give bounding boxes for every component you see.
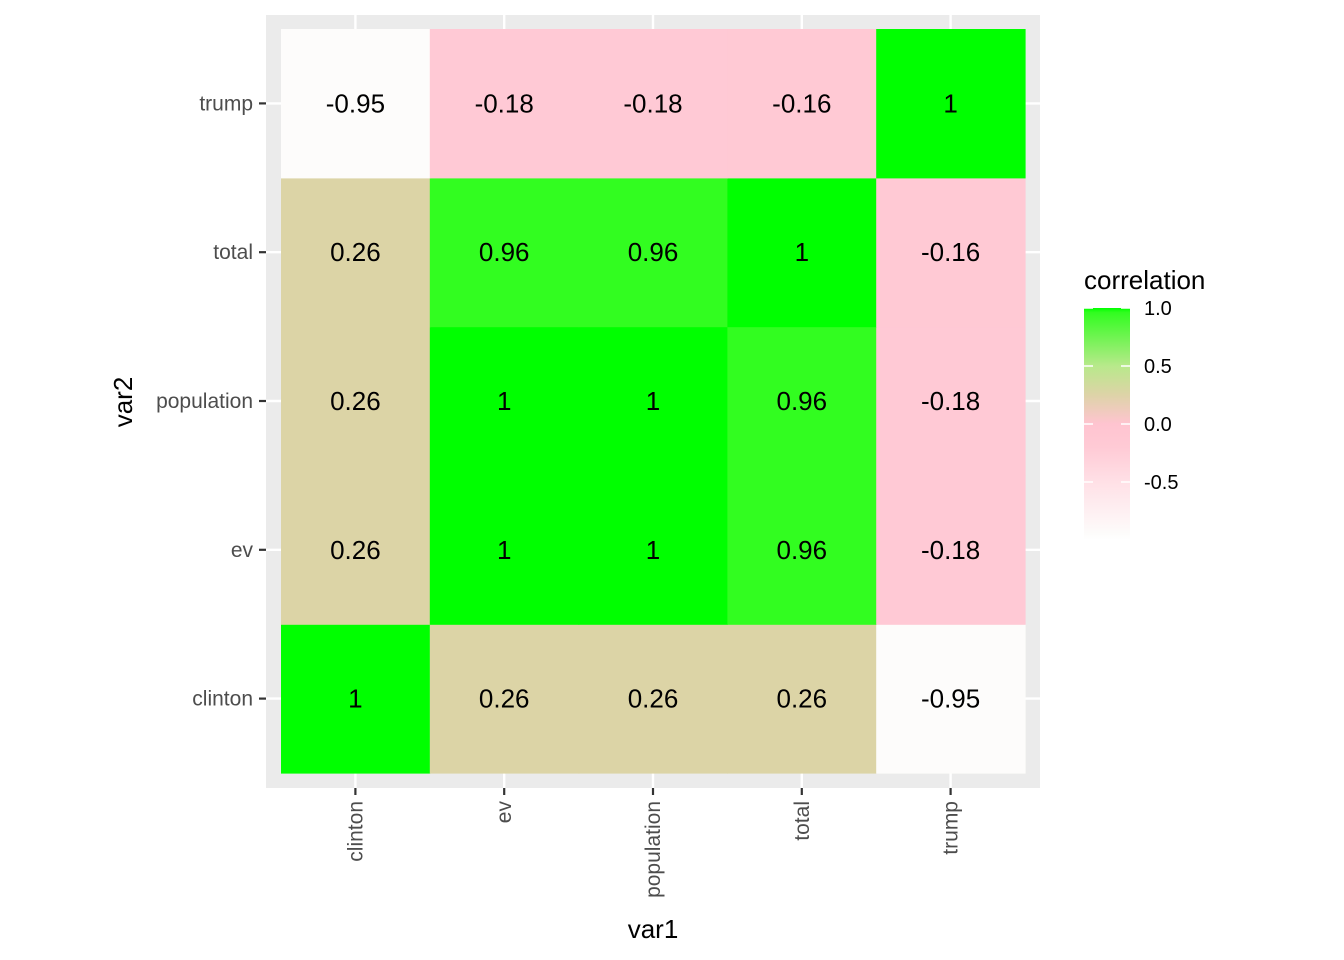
y-axis: clinton ev population total trump [156,92,266,711]
x-axis-title: var1 [628,914,679,944]
cell-label-trump-trump: 1 [943,88,957,118]
cell-total-clinton [727,624,877,774]
cell-label-population-clinton: 0.26 [628,684,679,714]
cell-label-total-ev: 0.96 [776,535,827,565]
cell-label-total-total: 1 [795,237,809,267]
cell-ev-ev [429,475,580,625]
y-tick-label-ev: ev [231,539,254,562]
cell-label-clinton-clinton: 1 [348,684,362,714]
x-tick-label-total: total [791,801,814,841]
cell-label-clinton-total: 0.26 [330,237,381,267]
cell-population-ev [578,475,728,625]
cell-label-trump-total: -0.16 [921,237,980,267]
cell-label-clinton-trump: -0.95 [326,88,385,118]
x-axis: clinton ev population total trump [344,788,963,898]
cell-clinton-population [281,326,431,476]
cell-total-population [727,326,877,476]
cell-label-population-total: 0.96 [628,237,679,267]
cell-label-trump-population: -0.18 [921,386,980,416]
legend-ticks: 1.0 0.5 0.0 -0.5 [1084,298,1178,494]
cell-label-trump-clinton: -0.95 [921,684,980,714]
cell-total-total [727,177,877,328]
legend-tick-label-0: 0.0 [1144,414,1172,436]
cell-label-ev-ev: 1 [497,535,511,565]
cell-trump-total [876,177,1026,328]
legend: correlation 1.0 0.5 0.0 -0.5 [1084,265,1205,540]
cell-clinton-clinton [281,624,431,774]
cell-clinton-trump [281,29,431,179]
y-tick-label-total: total [213,241,253,264]
cell-clinton-ev [281,475,431,625]
cell-label-total-clinton: 0.26 [776,684,827,714]
x-tick-label-ev: ev [493,801,516,824]
cell-ev-trump [429,29,580,179]
cell-label-ev-population: 1 [497,386,511,416]
cell-ev-clinton [429,624,580,774]
cell-trump-trump [876,29,1026,179]
legend-tick-label-1: 1.0 [1144,298,1172,320]
cell-label-ev-trump: -0.18 [475,88,534,118]
y-tick-label-clinton: clinton [192,688,253,711]
cell-ev-total [429,177,580,328]
cell-population-trump [578,29,728,179]
cell-trump-clinton [876,624,1026,774]
x-tick-label-population: population [642,801,665,898]
cell-total-trump [727,29,877,179]
cell-clinton-total [281,177,431,328]
x-tick-label-clinton: clinton [344,801,367,862]
cell-label-population-trump: -0.18 [623,88,682,118]
cell-label-population-population: 1 [646,386,660,416]
cell-population-population [578,326,728,476]
y-tick-label-population: population [156,390,253,413]
cell-label-total-population: 0.96 [776,386,827,416]
cell-label-clinton-ev: 0.26 [330,535,381,565]
cell-value-labels: 1 0.26 0.26 0.26 -0.95 0.26 1 1 0.96 -0.18 0.26 1 1 0… [326,88,980,713]
legend-title: correlation [1084,265,1205,295]
x-tick-label-trump: trump [940,801,963,855]
cell-population-total [578,177,728,328]
cell-ev-population [429,326,580,476]
cell-population-clinton [578,624,728,774]
cell-label-trump-ev: -0.18 [921,535,980,565]
y-axis-title: var2 [108,377,138,428]
cell-trump-population [876,326,1026,476]
heatmap-cells [281,29,1026,774]
cell-label-clinton-population: 0.26 [330,386,381,416]
cell-trump-ev [876,475,1026,625]
cell-label-ev-total: 0.96 [479,237,530,267]
cell-label-total-trump: -0.16 [772,88,831,118]
cell-label-ev-clinton: 0.26 [479,684,530,714]
y-tick-label-trump: trump [199,92,253,115]
cell-total-ev [727,475,877,625]
legend-tick-label-minus0-5: -0.5 [1144,472,1178,494]
legend-tick-label-0-5: 0.5 [1144,356,1172,378]
cell-label-population-ev: 1 [646,535,660,565]
